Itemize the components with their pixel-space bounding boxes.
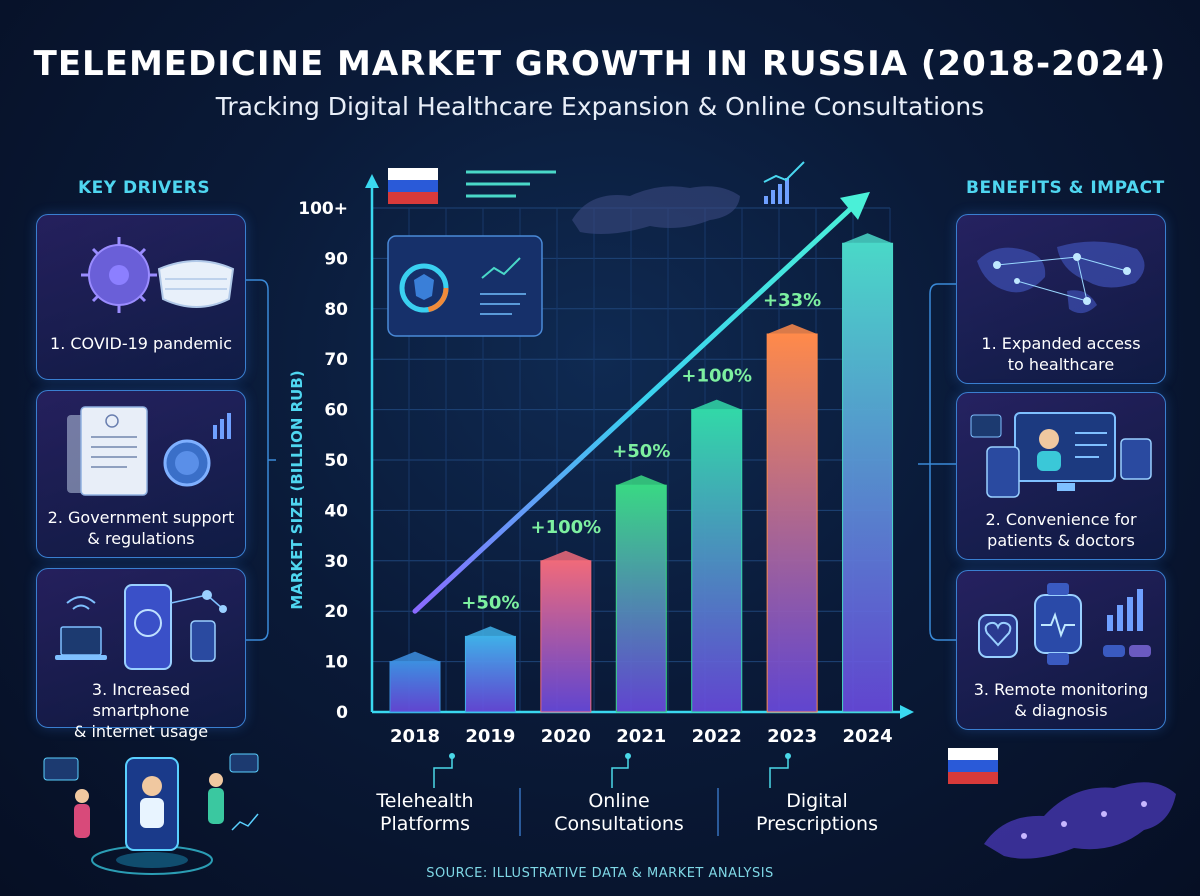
y-tick-label: 50 <box>324 451 348 471</box>
bar-cap-2024 <box>842 233 893 244</box>
driver-card-label: 3. Increased smartphone & internet usage <box>37 679 245 742</box>
trend-arrow-head <box>840 191 870 220</box>
legend-item-prescriptions: Digital Prescriptions <box>722 790 912 836</box>
bar-2022 <box>691 409 743 713</box>
x-tick-label: 2022 <box>692 726 742 747</box>
driver-card-smartphone: 3. Increased smartphone & internet usage <box>36 568 246 741</box>
legend-label-line2: Consultations <box>554 813 684 835</box>
legend-label-line1: Online <box>588 790 650 812</box>
driver-card-label-line2: & regulations <box>87 529 195 548</box>
driver-card-government: 2. Government support & regulations <box>36 390 246 558</box>
benefit-card-label-line2: & diagnosis <box>1014 701 1108 720</box>
russia-flag-icon <box>388 168 556 204</box>
smartwatch-heart-icon <box>978 583 1151 665</box>
x-axis-arrow <box>900 705 914 719</box>
x-tick-label: 2020 <box>541 726 591 747</box>
key-drivers-heading: KEY DRIVERS <box>78 178 211 198</box>
dashboard-window-icon <box>387 235 543 337</box>
x-tick-label: 2019 <box>465 726 515 747</box>
bar-2023 <box>766 333 818 713</box>
bar-2024 <box>842 242 894 713</box>
y-tick-label: 20 <box>324 602 348 622</box>
y-tick-label: 40 <box>324 501 348 521</box>
growth-label: +100% <box>681 366 752 387</box>
source-note: SOURCE: ILLUSTRATIVE DATA & MARKET ANALY… <box>426 866 774 881</box>
growth-label: +50% <box>461 592 519 613</box>
benefit-card-access: 1. Expanded access to healthcare <box>956 214 1166 384</box>
growth-label: +100% <box>531 517 602 538</box>
y-tick-label: 10 <box>324 653 348 673</box>
left-connector <box>246 279 276 641</box>
legend-label-line1: Digital <box>786 790 848 812</box>
y-tick-label: 30 <box>324 552 348 572</box>
benefit-card-label: 2. Convenience for patients & doctors <box>957 509 1165 551</box>
benefit-card-convenience: 2. Convenience for patients & doctors <box>956 392 1166 560</box>
legend-item-consultations: Online Consultations <box>524 790 714 836</box>
benefit-card-label-line1: 2. Convenience for <box>985 510 1137 529</box>
y-tick-label: 70 <box>324 350 348 370</box>
driver-card-label-line1: 2. Government support <box>47 508 235 527</box>
legend-divider <box>717 788 719 836</box>
x-tick-label: 2018 <box>390 726 440 747</box>
document-seal-icon <box>67 406 231 496</box>
benefit-card-label: 3. Remote monitoring & diagnosis <box>957 679 1165 721</box>
y-tick-label: 90 <box>324 249 348 269</box>
legend-label-line2: Platforms <box>379 813 471 835</box>
driver-card-label: 2. Government support & regulations <box>37 507 245 549</box>
legend-divider <box>519 788 521 836</box>
growth-label: +33% <box>763 290 821 311</box>
video-consult-icon <box>970 412 1152 498</box>
y-tick-label: 60 <box>324 401 348 421</box>
bar-cap-2022 <box>691 399 742 410</box>
world-map-network-icon <box>977 241 1145 314</box>
growth-label: +50% <box>612 441 670 462</box>
bar-cap-2019 <box>465 626 516 637</box>
devices-network-icon <box>55 584 227 670</box>
russia-flag-map-icon <box>948 748 1176 859</box>
x-tick-label: 2021 <box>616 726 666 747</box>
legend-item-telehealth: Telehealth Platforms <box>330 790 520 836</box>
benefit-card-label: 1. Expanded access to healthcare <box>957 333 1165 375</box>
y-tick-label: 0 <box>336 703 348 723</box>
driver-card-label: 1. COVID-19 pandemic <box>50 334 232 353</box>
bar-2018 <box>389 661 441 713</box>
benefit-card-monitoring: 3. Remote monitoring & diagnosis <box>956 570 1166 730</box>
page-title: TELEMEDICINE MARKET GROWTH IN RUSSIA (20… <box>33 44 1167 84</box>
market-chart: 0 10 20 30 40 50 60 70 80 90 100+ 2018 2019 +50% 2020… <box>288 161 914 747</box>
benefit-card-label-line1: 1. Expanded access <box>981 334 1141 353</box>
y-tick-label: 80 <box>324 300 348 320</box>
driver-card-label-line1: 3. Increased smartphone <box>91 680 191 720</box>
legend-label-line2: Prescriptions <box>756 813 878 835</box>
bar-cap-2020 <box>540 550 591 561</box>
benefit-card-label-line2: to healthcare <box>1007 355 1115 374</box>
bar-cap-2023 <box>767 324 818 334</box>
y-tick-label: 100+ <box>298 199 348 219</box>
benefit-card-label-line2: patients & doctors <box>987 531 1135 550</box>
benefits-heading: BENEFITS & IMPACT <box>966 178 1165 198</box>
virus-mask-icon <box>81 237 235 313</box>
y-axis-arrow <box>365 174 379 188</box>
benefit-card-label-line1: 3. Remote monitoring <box>973 680 1149 699</box>
x-tick-label: 2024 <box>843 726 893 747</box>
bar-2021 <box>615 484 667 713</box>
bar-cap-2018 <box>390 651 440 662</box>
y-axis-label: MARKET SIZE (BILLION RUB) <box>288 370 306 609</box>
trend-arrow-line <box>412 201 859 614</box>
bar-2019 <box>464 635 516 713</box>
telehealth-illustration-icon <box>43 753 259 875</box>
russia-map-icon <box>572 186 740 234</box>
bar-cap-2021 <box>616 475 667 486</box>
trend-chart-icon <box>763 161 805 204</box>
driver-card-label-line2: & internet usage <box>73 722 209 741</box>
bar-2020 <box>540 560 592 713</box>
driver-card-covid: 1. COVID-19 pandemic <box>36 214 246 380</box>
right-connector <box>918 283 956 641</box>
page-subtitle: Tracking Digital Healthcare Expansion & … <box>215 92 985 121</box>
legend-connectors <box>433 753 791 788</box>
x-tick-label: 2023 <box>767 726 817 747</box>
legend-label-line1: Telehealth <box>376 790 474 812</box>
